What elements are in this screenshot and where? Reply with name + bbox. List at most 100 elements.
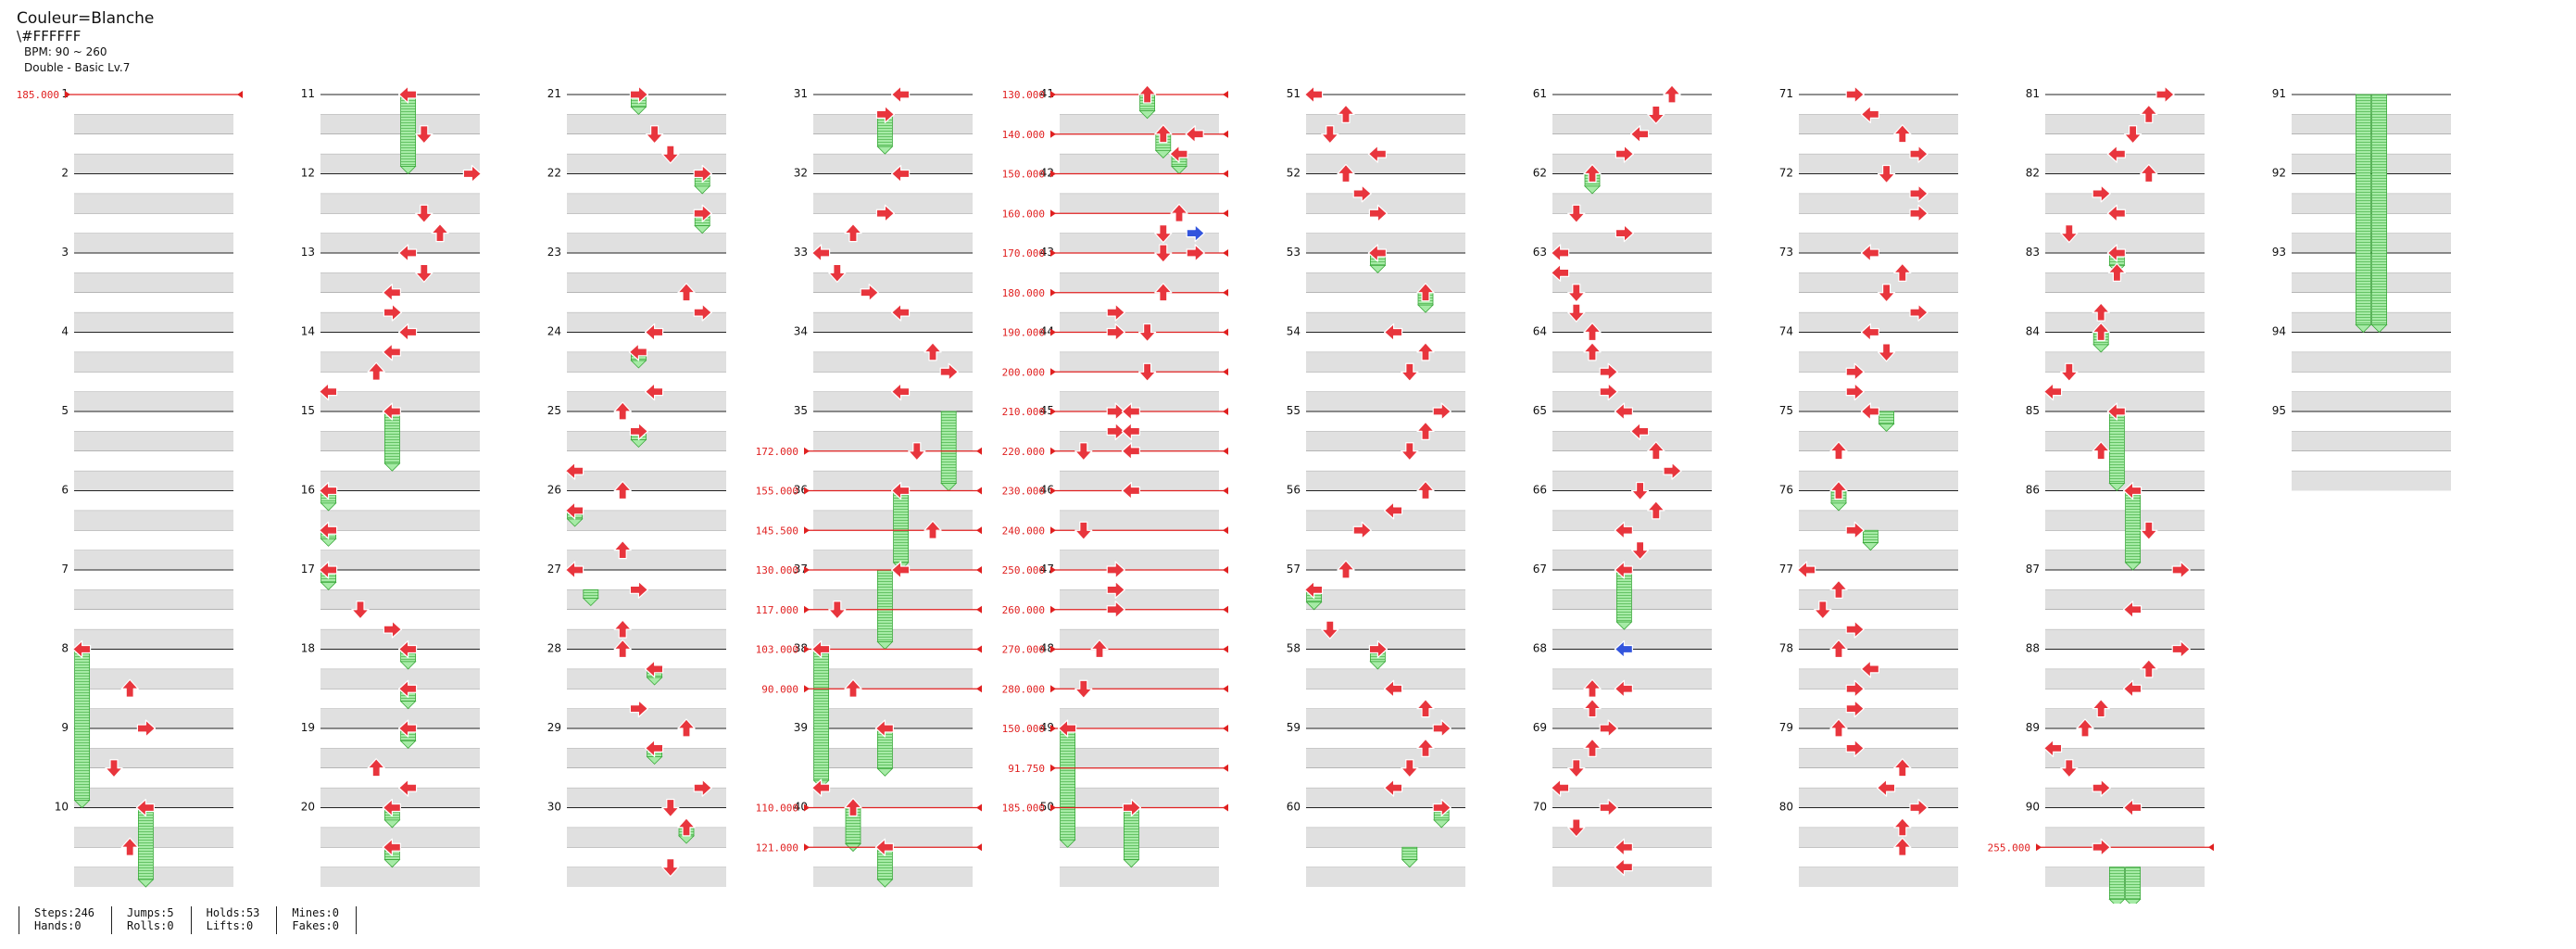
note-arrow <box>890 85 911 104</box>
arrow-shape <box>874 719 895 738</box>
note-arrow <box>2043 383 2063 401</box>
arrow-shape <box>1877 164 1896 184</box>
arrow-shape <box>398 244 418 262</box>
note-arrow <box>2106 244 2126 262</box>
hold-body <box>2108 867 2125 900</box>
measure-shade <box>1306 668 1465 690</box>
measure-shade <box>813 589 973 610</box>
note-arrow <box>1169 145 1188 163</box>
note-arrow <box>844 797 862 817</box>
measure-shade <box>1060 193 1219 214</box>
arrow-shape <box>1106 323 1125 342</box>
measure-44: 44 <box>1040 325 1219 411</box>
bpm-change: 90.000 <box>761 683 982 695</box>
arrow-shape <box>810 639 831 659</box>
arrow-shape <box>1845 739 1865 757</box>
measure-shade <box>1306 867 1465 887</box>
hold-body <box>2355 94 2371 325</box>
measure-number: 90 <box>2026 801 2040 814</box>
measure-92: 92 <box>2272 167 2451 253</box>
bpm-change: 130.000 <box>1002 89 1228 101</box>
bpm-change: 150.000 <box>1002 723 1228 735</box>
arrow-shape <box>1383 679 1403 698</box>
bpm-label: 150.000 <box>1002 169 1045 181</box>
arrow-shape <box>828 601 847 620</box>
measure-shade <box>1306 312 1465 333</box>
note-arrow <box>382 798 401 817</box>
measure-number: 91 <box>2272 87 2286 100</box>
hold-tail <box>2108 483 2126 492</box>
measure-shade <box>567 154 726 174</box>
measure-number: 85 <box>2026 404 2040 417</box>
note-arrow <box>1860 105 1880 123</box>
note-arrow <box>1845 362 1865 381</box>
hold-body <box>1879 411 1894 424</box>
note-arrow <box>1106 323 1125 342</box>
measure-shade <box>2045 351 2205 373</box>
arrow-shape <box>629 85 649 104</box>
measure-number: 30 <box>547 801 561 814</box>
note-arrow <box>1432 798 1451 817</box>
hold-note <box>876 846 894 888</box>
bpm-marker <box>976 843 982 852</box>
arrow-shape <box>1090 639 1109 659</box>
arrow-shape <box>2123 798 2142 817</box>
measure-shade <box>813 550 973 570</box>
arrow-shape <box>1629 422 1650 440</box>
arrow-shape <box>135 798 155 817</box>
measure-shade <box>2045 431 2205 451</box>
arrow-shape <box>2076 718 2094 738</box>
arrow-shape <box>367 361 385 381</box>
measure-number: 76 <box>1779 484 1793 497</box>
arrow-shape <box>693 204 712 222</box>
measure-shade <box>1306 431 1465 451</box>
arrow-shape <box>1909 798 1929 817</box>
measure-shade <box>567 272 726 293</box>
hold-body <box>1401 846 1418 861</box>
measure-shade <box>2292 233 2451 253</box>
note-arrow <box>2171 639 2191 659</box>
note-arrow <box>890 481 911 500</box>
hold-body <box>400 94 417 167</box>
note-arrow <box>1303 580 1324 599</box>
arrow-shape <box>398 778 418 797</box>
measure-shade <box>2045 233 2205 253</box>
arrow-shape <box>1829 718 1848 738</box>
measure-shade <box>320 312 480 333</box>
note-arrow <box>1893 837 1912 856</box>
arrow-shape <box>1814 601 1832 620</box>
note-arrow <box>1583 163 1602 183</box>
measure-shade <box>813 272 973 293</box>
bpm-change: 160.000 <box>1002 208 1228 220</box>
bpm-marker <box>1050 685 1056 693</box>
hold-body <box>583 588 599 599</box>
measure-shade <box>567 708 726 728</box>
note-arrow <box>890 561 911 579</box>
arrow-shape <box>1154 124 1173 144</box>
measure-shade <box>1306 827 1465 848</box>
measure-shade <box>74 510 233 531</box>
measure-shade <box>1306 550 1465 570</box>
bpm-label: 190.000 <box>1002 327 1045 339</box>
hold-note <box>940 411 958 492</box>
measure-number: 4 <box>61 325 69 338</box>
measure-shade <box>813 629 973 650</box>
arrow-shape <box>2106 145 2126 163</box>
arrow-shape <box>1614 858 1634 877</box>
arrow-shape <box>810 778 831 797</box>
note-arrow <box>383 303 402 322</box>
arrow-shape <box>1550 263 1570 282</box>
note-arrow <box>2092 184 2111 203</box>
song-title: Couleur=Blanche <box>17 9 155 28</box>
measure-shade <box>813 867 973 887</box>
measure-shade <box>320 867 480 887</box>
hold-body <box>1863 529 1879 544</box>
arrow-shape <box>1893 262 1912 282</box>
measure-shade <box>567 867 726 887</box>
note-arrow <box>1909 184 1929 203</box>
note-arrow <box>2092 302 2110 322</box>
arrow-shape <box>1321 125 1339 145</box>
note-arrow <box>844 678 862 698</box>
arrow-shape <box>1599 798 1618 817</box>
measure-shade <box>1060 668 1219 690</box>
